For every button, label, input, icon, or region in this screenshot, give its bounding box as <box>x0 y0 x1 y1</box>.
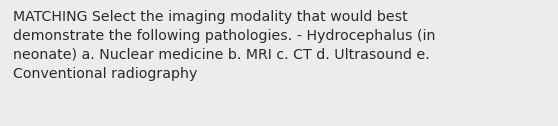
Text: MATCHING Select the imaging modality that would best
demonstrate the following p: MATCHING Select the imaging modality tha… <box>13 10 435 81</box>
